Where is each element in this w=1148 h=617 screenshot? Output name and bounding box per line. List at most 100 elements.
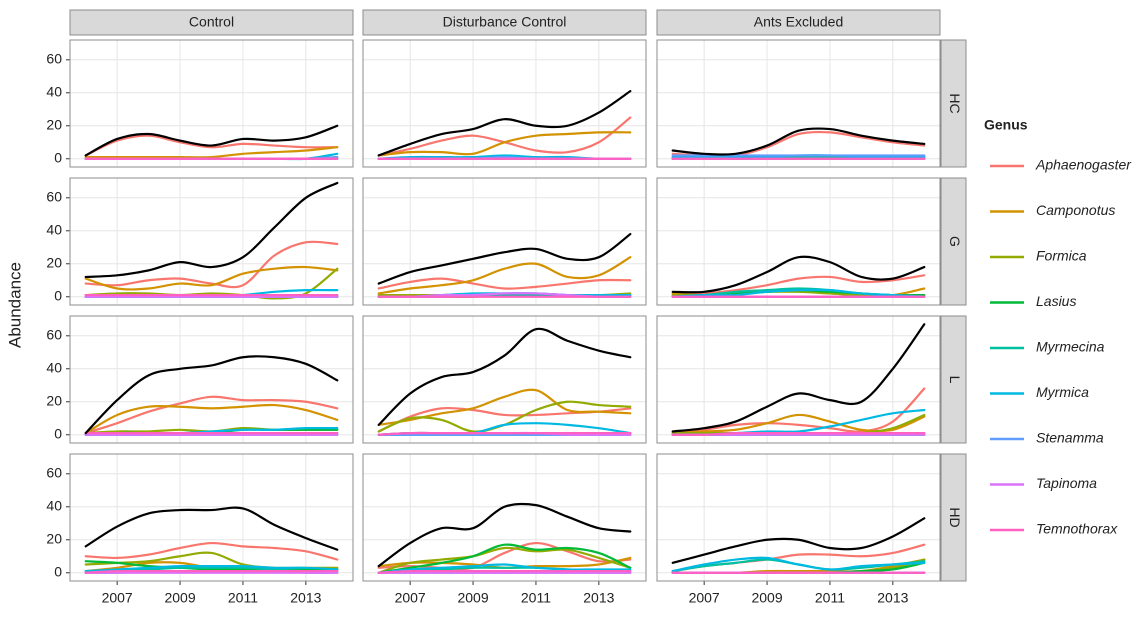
genus-line xyxy=(671,431,926,436)
y-tick-label: 60 xyxy=(46,50,62,66)
row-strip xyxy=(940,453,967,582)
x-tick-label: 2009 xyxy=(164,590,195,606)
legend-label: Stenamma xyxy=(1036,430,1104,446)
genus-line xyxy=(84,146,339,159)
legend-label: Camponotus xyxy=(1036,202,1115,218)
panel xyxy=(362,177,647,306)
panel-border xyxy=(69,39,354,168)
row-label: G xyxy=(947,236,963,247)
genus-line xyxy=(671,288,926,298)
row-strip xyxy=(940,315,967,444)
column-label: Ants Excluded xyxy=(754,14,844,30)
genus-line xyxy=(377,569,632,574)
y-tick-label: 60 xyxy=(46,326,62,342)
x-tick-label: 2011 xyxy=(228,590,258,606)
legend-label: Formica xyxy=(1036,248,1087,264)
panel xyxy=(362,39,647,168)
x-tick-label: 2007 xyxy=(689,590,720,606)
panel-border xyxy=(656,453,941,582)
column-strip xyxy=(656,9,941,36)
panel-border xyxy=(362,39,647,168)
row-label: L xyxy=(947,376,963,384)
y-tick-label: 40 xyxy=(46,497,62,513)
x-tick-label: 2009 xyxy=(751,590,782,606)
x-tick-label: 2007 xyxy=(395,590,426,606)
genus-line xyxy=(377,543,632,574)
y-tick-label: 40 xyxy=(46,221,62,237)
genus-line xyxy=(84,395,339,435)
x-tick-label: 2011 xyxy=(815,590,845,606)
total-line xyxy=(84,124,339,157)
column-strip xyxy=(362,9,647,36)
column-label: Disturbance Control xyxy=(443,14,567,30)
row-strip xyxy=(940,177,967,306)
legend-label: Myrmica xyxy=(1036,384,1089,400)
legend-label: Tapinoma xyxy=(1036,475,1097,491)
row-label: HD xyxy=(947,507,963,527)
panel-border xyxy=(69,453,354,582)
genus-line xyxy=(84,403,339,435)
y-tick-label: 0 xyxy=(54,425,62,441)
total-line xyxy=(377,232,632,285)
total-line xyxy=(84,506,339,551)
panel-border xyxy=(656,315,941,444)
genus-line xyxy=(84,569,339,574)
genus-line xyxy=(84,560,339,571)
genus-line xyxy=(84,541,339,561)
x-tick-label: 2009 xyxy=(457,590,488,606)
legend-label: Myrmecina xyxy=(1036,339,1105,355)
genus-line xyxy=(671,556,926,573)
legend-title: Genus xyxy=(984,117,1028,133)
genus-line xyxy=(377,256,632,295)
panel-border xyxy=(656,177,941,306)
panel-border xyxy=(362,453,647,582)
panel-border xyxy=(69,177,354,306)
y-tick-label: 20 xyxy=(46,254,62,270)
total-line xyxy=(671,323,926,433)
genus-line xyxy=(84,564,339,573)
y-tick-label: 0 xyxy=(54,563,62,579)
y-tick-label: 20 xyxy=(46,116,62,132)
genus-line xyxy=(671,387,926,435)
y-tick-label: 0 xyxy=(54,287,62,303)
y-tick-label: 20 xyxy=(46,392,62,408)
total-line xyxy=(84,355,339,435)
panel xyxy=(656,453,941,582)
row-label: HC xyxy=(947,93,963,113)
panel-border xyxy=(362,315,647,444)
legend-label: Temnothorax xyxy=(1036,521,1118,537)
x-tick-label: 2013 xyxy=(877,590,908,606)
genus-line xyxy=(84,134,339,157)
y-tick-label: 0 xyxy=(54,149,62,165)
genus-line xyxy=(377,563,632,574)
genus-line xyxy=(84,265,339,291)
y-tick-label: 60 xyxy=(46,464,62,480)
genus-line xyxy=(377,431,632,436)
total-line xyxy=(671,127,926,156)
total-line xyxy=(377,502,632,568)
total-line xyxy=(377,327,632,426)
total-line xyxy=(671,517,926,564)
column-label: Control xyxy=(189,14,234,30)
y-axis-label: Abundance xyxy=(5,262,24,348)
panel-border xyxy=(656,39,941,168)
genus-line xyxy=(84,240,339,289)
x-tick-label: 2011 xyxy=(521,590,551,606)
total-line xyxy=(84,181,339,279)
y-tick-label: 20 xyxy=(46,530,62,546)
genus-line xyxy=(671,274,926,297)
x-tick-label: 2013 xyxy=(583,590,614,606)
genus-line xyxy=(377,277,632,290)
y-tick-label: 40 xyxy=(46,359,62,375)
column-strip xyxy=(69,9,354,36)
x-tick-label: 2007 xyxy=(102,590,133,606)
panel-border xyxy=(362,177,647,306)
total-line xyxy=(671,255,926,294)
row-strip xyxy=(940,39,967,168)
panel xyxy=(656,39,941,168)
total-line xyxy=(377,90,632,157)
y-tick-label: 60 xyxy=(46,188,62,204)
y-tick-label: 40 xyxy=(46,83,62,99)
x-tick-label: 2013 xyxy=(290,590,321,606)
